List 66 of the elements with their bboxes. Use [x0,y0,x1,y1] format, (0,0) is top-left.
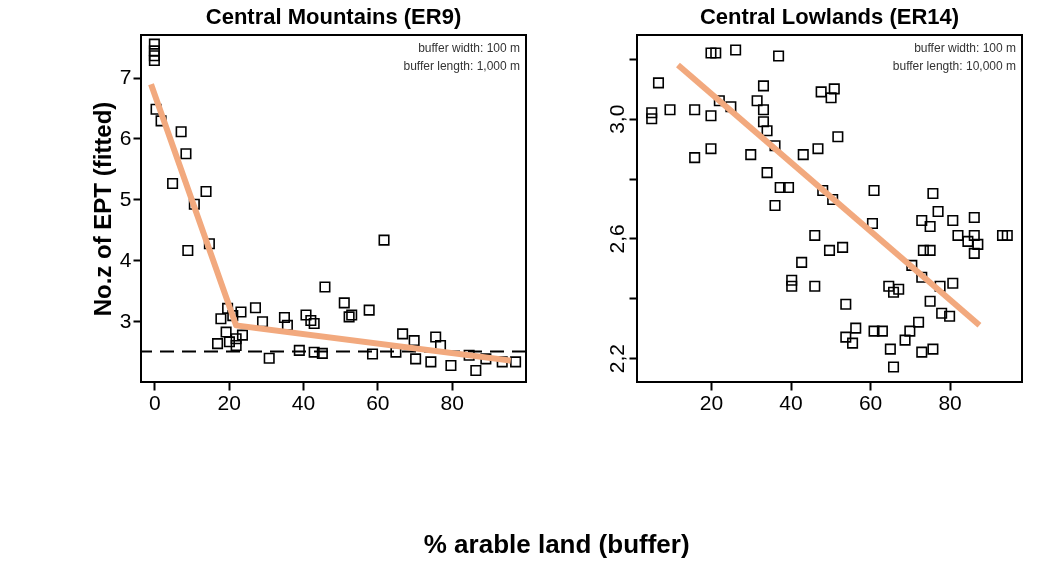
point [148,55,160,67]
y-tick-label: 5 [119,186,132,210]
x-tick-label: 20 [217,390,241,414]
annotation: buffer width: 100 m [418,41,520,55]
x-tick-label: 80 [440,390,464,414]
x-tick-label: 60 [858,390,883,414]
point [397,328,409,340]
point [235,306,247,318]
point [319,281,331,293]
point [430,331,442,343]
point [316,347,328,359]
x-tick-label: 40 [291,390,316,414]
chart-title: Central Lowlands (ER14) [699,4,960,29]
point [200,185,212,197]
point [378,234,390,246]
x-axis-title: % arable land (buffer) [423,529,690,559]
x-tick-label: 40 [779,390,803,414]
point [425,356,437,368]
point [236,329,248,341]
point [278,311,290,324]
point [338,297,350,309]
annotation: buffer length: 10,000 m [892,59,1016,73]
y-axis-title: No.z of EPT (fitted) [88,101,116,317]
x-tick-label: 0 [149,390,161,414]
point [256,316,269,328]
y-tick-label: 3,0 [604,104,628,134]
annotation: buffer width: 100 m [914,41,1016,55]
point [510,356,522,368]
point [148,38,160,50]
y-tick-label: 4 [119,247,132,271]
point [212,338,224,350]
point [300,309,312,321]
point [470,364,482,376]
point [480,353,492,365]
x-tick-label: 20 [699,390,724,414]
y-tick-label: 6 [119,125,132,149]
x-tick-label: 60 [366,390,390,414]
point [215,313,227,325]
annotation: buffer length: 1,000 m [403,59,520,73]
point [182,244,194,257]
y-tick-label: 3 [119,308,132,332]
point [293,344,305,356]
point [148,50,160,62]
point [445,360,457,372]
point [249,302,261,314]
point [263,352,275,364]
point [366,348,379,360]
point [230,333,242,345]
point [223,336,235,348]
y-tick-label: 2,2 [604,343,628,374]
y-tick-label: 2,6 [604,224,628,254]
point [410,353,422,365]
point [408,335,420,347]
point [363,304,375,316]
y-tick-label: 7 [119,65,132,89]
point [308,318,320,330]
point [220,326,232,338]
point [463,349,475,361]
point [175,126,187,138]
chart-title: Central Mountains (ER9) [205,4,462,29]
point [308,346,320,358]
point [305,314,317,327]
x-tick-label: 80 [938,390,962,414]
point [180,148,192,160]
point [230,339,242,352]
point [167,178,179,190]
